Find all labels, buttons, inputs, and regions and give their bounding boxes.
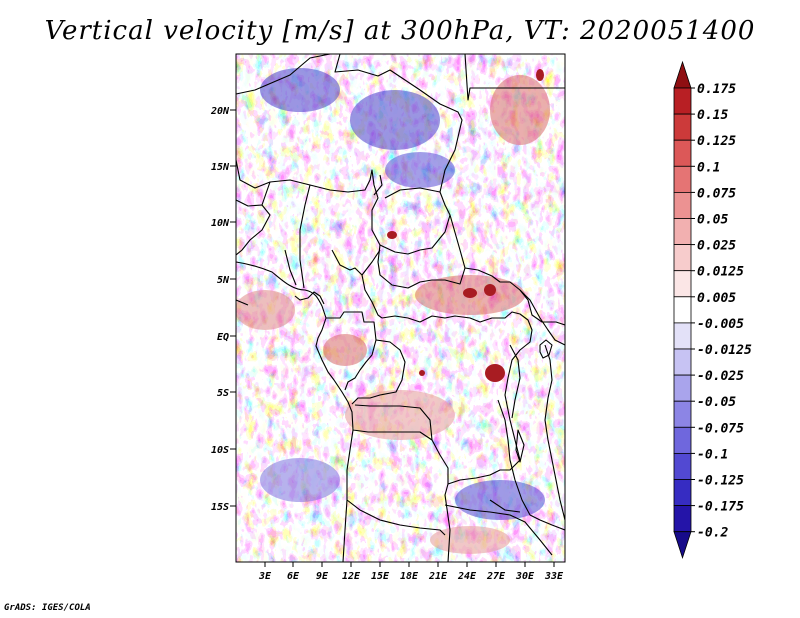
lat-label: 5S	[217, 388, 229, 399]
lon-label: 3E	[258, 571, 272, 582]
lon-label: 27E	[486, 571, 506, 582]
map-frame	[235, 53, 566, 563]
lon-label: 12E	[342, 571, 361, 582]
colorbar-swatch	[673, 113, 692, 141]
colorbar-swatch	[673, 348, 692, 376]
colorbar-swatch	[673, 218, 692, 246]
colorbar-swatch	[673, 296, 692, 324]
colorbar-label: -0.025	[697, 369, 744, 384]
colorbar-label: -0.005	[697, 317, 744, 332]
colorbar-swatch	[673, 60, 692, 89]
lat-label: 20N	[210, 106, 230, 117]
colorbar-label: -0.2	[697, 526, 728, 541]
colorbar-swatch	[673, 139, 692, 167]
colorbar-swatch	[673, 452, 692, 480]
colorbar-label: 0.125	[697, 134, 736, 149]
grads-credit: GrADS: IGES/COLA	[4, 603, 91, 613]
lon-label: 30E	[515, 571, 535, 582]
country-borders	[236, 54, 565, 562]
colorbar-label: -0.05	[697, 395, 736, 410]
colorbar-label: 0.175	[697, 82, 736, 97]
colorbar-label: 0.025	[697, 239, 736, 254]
colorbar-label: 0.0125	[697, 265, 744, 280]
colorbar-swatch	[673, 531, 692, 559]
colorbar-swatch	[673, 191, 692, 219]
colorbar-swatch	[673, 505, 692, 533]
lat-label: 15N	[211, 162, 230, 173]
lat-label: 10N	[211, 218, 230, 229]
latitude-axis: 20N 15N 10N 5N EQ 5S 10S 15S	[210, 106, 236, 513]
colorbar-swatch	[673, 322, 692, 350]
lon-label: 15E	[371, 571, 390, 582]
lon-label: 9E	[316, 571, 329, 582]
colorbar-label: -0.1	[697, 447, 728, 462]
lon-label: 33E	[544, 571, 564, 582]
lon-label: 18E	[400, 571, 419, 582]
colorbar-label: -0.125	[697, 474, 744, 489]
colorbar: 0.175 0.15 0.125 0.1 0.075 0.05 0.025 0.0125 0.0…	[673, 60, 752, 559]
colorbar-label: 0.15	[697, 108, 728, 123]
colorbar-swatch	[673, 479, 692, 507]
colorbar-swatch	[673, 87, 692, 115]
map-title: Vertical velocity [m/s] at 300hPa, VT: 2…	[44, 16, 756, 46]
lon-label: 21E	[428, 571, 448, 582]
colorbar-label: -0.075	[697, 421, 744, 436]
colorbar-label: 0.1	[697, 160, 720, 175]
colorbar-swatch	[673, 400, 692, 428]
velocity-field	[236, 54, 565, 562]
longitude-axis: 3E 6E 9E 12E 15E 18E 21E 24E 27E 30E 33E	[258, 562, 564, 582]
lat-label: 5N	[217, 275, 230, 286]
lat-label: 15S	[211, 502, 229, 513]
lon-label: 24E	[457, 571, 477, 582]
lat-label: 10S	[211, 445, 229, 456]
colorbar-label: -0.0125	[697, 343, 752, 358]
colorbar-swatch	[673, 374, 692, 402]
lat-label: EQ	[217, 332, 229, 343]
lon-label: 6E	[287, 571, 300, 582]
colorbar-label: -0.175	[697, 500, 744, 515]
colorbar-label: 0.075	[697, 186, 736, 201]
colorbar-swatch	[673, 270, 692, 298]
colorbar-swatch	[673, 426, 692, 454]
colorbar-label: 0.005	[697, 291, 736, 306]
colorbar-label: 0.05	[697, 213, 728, 228]
colorbar-swatch	[673, 244, 692, 272]
colorbar-swatch	[673, 165, 692, 193]
